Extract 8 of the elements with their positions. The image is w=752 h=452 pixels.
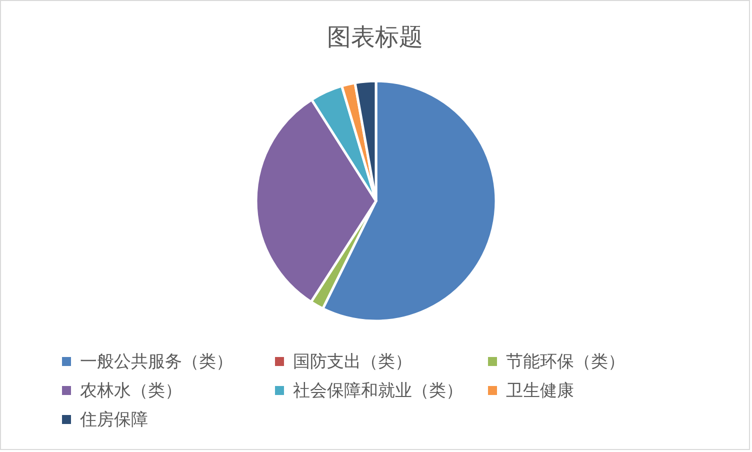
legend-label: 住房保障 (79, 410, 148, 430)
legend-label: 国防支出（类） (293, 352, 412, 372)
legend-label: 节能环保（类） (506, 352, 625, 372)
legend-label: 一般公共服务（类） (80, 352, 233, 372)
legend-label: 农林水（类） (80, 381, 182, 401)
legend-label: 卫生健康 (506, 381, 574, 401)
chart-title: 图表标题 (327, 23, 423, 51)
legend-label: 社会保障和就业（类） (293, 381, 463, 401)
